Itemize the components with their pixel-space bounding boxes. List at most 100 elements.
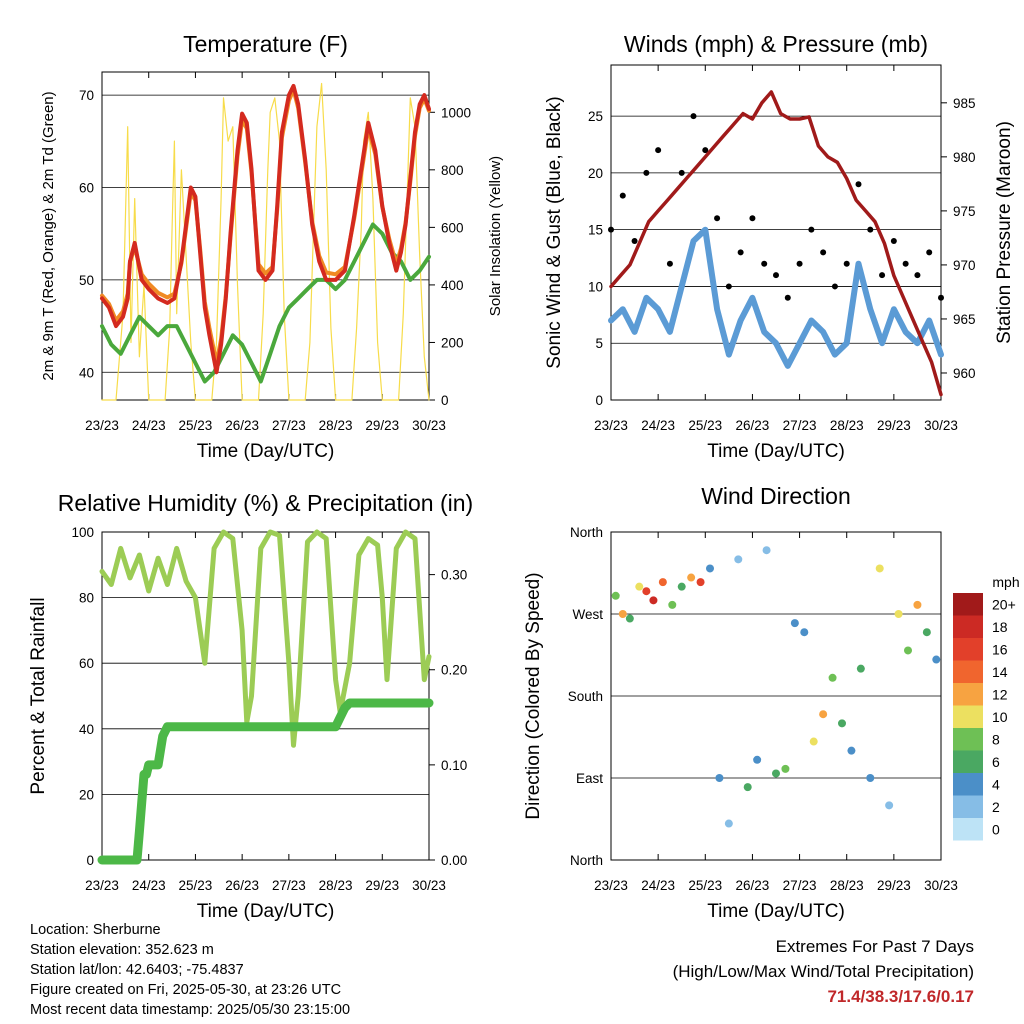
direction-point xyxy=(847,746,856,755)
x-tick-label: 29/23 xyxy=(877,878,911,893)
direction-point xyxy=(677,582,686,591)
direction-point xyxy=(838,719,846,728)
y-axis-label-right: Solar Insolation (Yellow) xyxy=(487,156,504,316)
y-tick-label-right: 0.30 xyxy=(441,568,467,583)
y-axis-label-right: Station Pressure (Maroon) xyxy=(994,121,1015,344)
direction-point xyxy=(649,596,658,605)
direction-point xyxy=(642,587,651,596)
y-tick-label-right: 970 xyxy=(953,258,976,273)
series-station-pressure xyxy=(609,90,943,397)
x-axis-label: Time (Day/UTC) xyxy=(707,441,845,462)
series-solar-insolation xyxy=(101,82,430,401)
legend-swatch xyxy=(953,773,983,796)
extremes-title: Extremes For Past 7 Days xyxy=(775,937,974,956)
y-tick-label: 80 xyxy=(79,591,94,606)
y-tick-label: 40 xyxy=(79,365,94,380)
series-2m-td xyxy=(100,222,431,384)
y-tick-label-right: 1000 xyxy=(441,105,471,120)
y-tick-label-right: 975 xyxy=(953,204,976,219)
x-tick-label: 24/23 xyxy=(132,878,166,893)
legend-swatch xyxy=(953,683,983,706)
x-axis-label: Time (Day/UTC) xyxy=(197,441,335,462)
direction-point xyxy=(618,610,627,618)
station-info: Location: Sherburne Station elevation: 3… xyxy=(30,920,350,1020)
y-tick-label: 0 xyxy=(595,393,603,408)
direction-point xyxy=(724,819,733,828)
y-tick-label-right: 600 xyxy=(441,220,464,235)
gust-point xyxy=(714,215,721,222)
y-tick-label-right: 965 xyxy=(953,312,976,327)
gust-point xyxy=(608,226,614,233)
x-tick-label: 26/23 xyxy=(736,878,770,893)
location-text: Location: Sherburne xyxy=(30,922,161,938)
y-tick-label-right: 0.00 xyxy=(441,853,467,868)
gust-point xyxy=(655,147,662,154)
x-axis-label: Time (Day/UTC) xyxy=(197,901,335,922)
gust-point xyxy=(914,272,921,279)
x-tick-label: 28/23 xyxy=(319,878,353,893)
latlon-text: Station lat/lon: 42.6403; -75.4837 xyxy=(30,962,244,978)
direction-point xyxy=(894,610,903,618)
y-axis-label: Percent & Total Rainfall xyxy=(28,597,49,794)
gust-point xyxy=(725,283,732,290)
series-relative-humidity xyxy=(99,529,432,748)
x-tick-label: 30/23 xyxy=(924,418,958,433)
y-tick-label: North xyxy=(570,853,603,868)
gust-point xyxy=(879,272,886,279)
x-tick-label: 28/23 xyxy=(319,418,353,433)
x-tick-label: 28/23 xyxy=(830,418,864,433)
gust-point xyxy=(643,169,650,176)
legend-swatch xyxy=(953,615,983,638)
direction-point xyxy=(866,774,875,782)
gust-point xyxy=(761,260,768,267)
x-tick-label: 29/23 xyxy=(877,418,911,433)
panel-title: Wind Direction xyxy=(701,483,851,509)
legend-label: 8 xyxy=(992,731,1000,747)
legend-label: 14 xyxy=(992,664,1008,680)
x-tick-label: 26/23 xyxy=(225,878,259,893)
gust-point xyxy=(926,249,933,256)
plot-frame xyxy=(101,71,430,401)
gust-point xyxy=(890,238,897,245)
legend-swatch xyxy=(953,795,983,818)
created-text: Figure created on Fri, 2025-05-30, at 23… xyxy=(30,982,342,998)
gust-point xyxy=(666,260,673,267)
y-axis-label: Sonic Wind & Gust (Blue, Black) xyxy=(544,96,565,368)
x-tick-label: 25/23 xyxy=(688,878,722,893)
legend-label: 6 xyxy=(992,754,1000,770)
extremes-subtitle: (High/Low/Max Wind/Total Precipitation) xyxy=(672,962,974,981)
direction-point xyxy=(611,591,620,600)
direction-point xyxy=(790,619,799,628)
gust-point xyxy=(843,260,850,267)
gust-point xyxy=(773,272,779,279)
legend-swatch xyxy=(953,638,983,661)
direction-point xyxy=(809,737,818,746)
series-sonic-wind xyxy=(608,226,944,369)
elevation-text: Station elevation: 352.623 m xyxy=(30,942,214,958)
direction-point xyxy=(932,655,941,664)
gust-point xyxy=(784,294,791,301)
legend-title: mph xyxy=(992,574,1019,590)
x-tick-label: 23/23 xyxy=(85,418,119,433)
y-tick-label: 5 xyxy=(595,336,603,351)
y-tick-label: 50 xyxy=(79,273,94,288)
y-tick-label: 15 xyxy=(588,223,603,238)
direction-point xyxy=(734,555,743,564)
gust-point xyxy=(831,283,838,290)
x-tick-label: 25/23 xyxy=(688,418,722,433)
gust-point xyxy=(690,113,697,120)
gust-point xyxy=(820,249,827,256)
x-tick-label: 24/23 xyxy=(132,418,166,433)
gust-point xyxy=(938,294,944,301)
direction-point xyxy=(856,664,865,673)
x-tick-label: 30/23 xyxy=(412,878,446,893)
x-tick-label: 27/23 xyxy=(272,878,306,893)
direction-point xyxy=(743,783,752,792)
direction-point xyxy=(922,628,931,637)
panel-1 xyxy=(608,64,947,401)
y-tick-label: 40 xyxy=(79,722,94,737)
y-tick-label-right: 800 xyxy=(441,163,464,178)
x-tick-label: 23/23 xyxy=(594,878,628,893)
y-tick-label-right: 0.10 xyxy=(441,758,467,773)
